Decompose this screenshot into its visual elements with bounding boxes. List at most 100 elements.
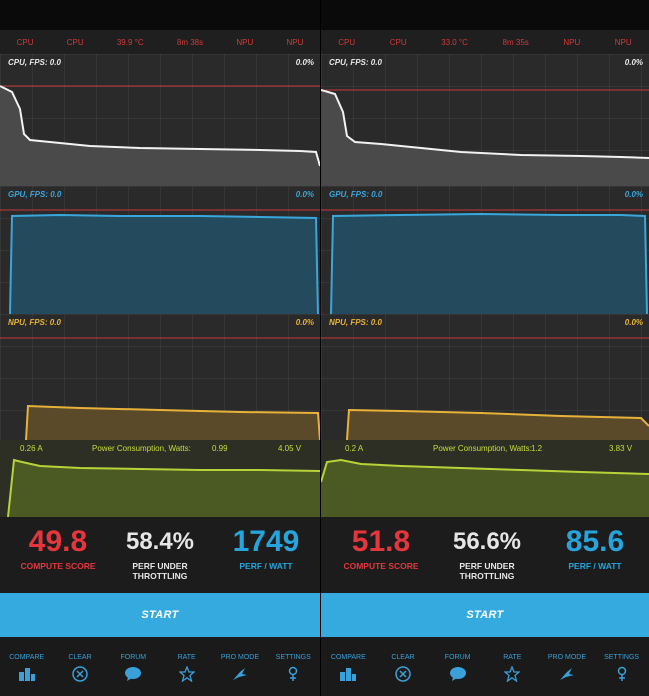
nav-forum-label: FORUM: [120, 654, 147, 661]
perf-per-watt: 85.6 PERF / WATT: [543, 525, 647, 571]
cpu-percent: 0.0%: [624, 58, 643, 67]
rate-icon: [178, 666, 195, 682]
perf-throttling: 58.4% PERF UNDER THROTTLING: [112, 525, 208, 581]
gpu-graph: GPU, FPS: 0.0 0.0%: [321, 186, 649, 314]
left-benchmark-screen: CPU CPU 39.9 °C 8m 38s NPU NPU CPU, FPS:…: [0, 0, 320, 696]
rate-icon: [504, 666, 521, 682]
power-current: 0.2 A: [345, 444, 364, 453]
nav-clear-label: CLEAR: [391, 654, 415, 661]
nav-clear[interactable]: CLEAR: [54, 637, 106, 696]
compute-score: 51.8 COMPUTE SCORE: [329, 525, 433, 571]
nav-pro-mode-label: PRO MODE: [220, 654, 260, 661]
npu-graph: NPU, FPS: 0.0 0.0%: [0, 314, 320, 440]
pro-mode-icon: [559, 668, 574, 680]
perf-per-watt-value: 1749: [232, 525, 300, 558]
gpu-fps-label: GPU, FPS: 0.0: [329, 190, 383, 199]
nav-forum-label: FORUM: [444, 654, 471, 661]
nav-clear-label: CLEAR: [68, 654, 92, 661]
score-panel: 51.8 COMPUTE SCORE 56.6% PERF UNDER THRO…: [321, 517, 649, 593]
npu-indicator: NPU: [286, 37, 304, 47]
nav-rate-label: RATE: [503, 654, 522, 661]
npu-graph: NPU, FPS: 0.0 0.0%: [321, 314, 649, 440]
gpu-percent: 0.0%: [295, 190, 314, 199]
cpu-indicator: CPU: [66, 37, 84, 47]
npu-graph-plot: [321, 337, 649, 440]
perf-throttling-label-2: THROTTLING: [132, 571, 188, 581]
perf-throttling-label-1: PERF UNDER: [132, 561, 188, 571]
clear-icon: [72, 666, 88, 682]
perf-throttling: 56.6% PERF UNDER THROTTLING: [439, 525, 535, 581]
settings-icon: [617, 666, 626, 681]
nav-compare[interactable]: COMPARE: [322, 637, 374, 696]
compute-score-value: 51.8: [351, 525, 411, 558]
compute-score-value: 49.8: [28, 525, 88, 558]
nav-compare[interactable]: COMPARE: [1, 637, 53, 696]
gpu-graph: GPU, FPS: 0.0 0.0%: [0, 186, 320, 314]
cpu-indicator: CPU: [16, 37, 34, 47]
power-graph: 0.2 A Power Consumption, Watts: 1.2 3.83…: [321, 440, 649, 517]
gpu-graph-plot: [321, 209, 649, 314]
elapsed-time: 8m 35s: [502, 37, 529, 47]
nav-clear[interactable]: CLEAR: [377, 637, 429, 696]
compare-icon: [18, 668, 35, 681]
clear-icon: [395, 666, 411, 682]
start-button[interactable]: START: [0, 593, 320, 637]
nav-rate-label: RATE: [177, 654, 196, 661]
nav-settings-label: SETTINGS: [604, 654, 640, 661]
npu-indicator: NPU: [563, 37, 581, 47]
forum-icon: [449, 667, 466, 681]
perf-per-watt: 1749 PERF / WATT: [214, 525, 318, 571]
bottom-nav: COMPARE CLEAR FORUM RATE PRO MODE SETTIN…: [0, 637, 320, 696]
npu-indicator: NPU: [614, 37, 632, 47]
top-info-bar: CPU CPU 33.0 °C 8m 35s NPU NPU: [321, 30, 649, 54]
npu-fps-label: NPU, FPS: 0.0: [8, 318, 61, 327]
top-info-bar: CPU CPU 39.9 °C 8m 38s NPU NPU: [0, 30, 320, 54]
power-current: 0.26 A: [20, 444, 43, 453]
cpu-fps-label: CPU, FPS: 0.0: [8, 58, 61, 67]
nav-pro-mode[interactable]: PRO MODE: [541, 637, 593, 696]
gpu-fps-label: GPU, FPS: 0.0: [8, 190, 62, 199]
nav-settings-label: SETTINGS: [275, 654, 311, 661]
npu-indicator: NPU: [236, 37, 254, 47]
perf-per-watt-label: PERF / WATT: [568, 561, 622, 571]
power-graph-plot: [321, 458, 649, 517]
perf-throttling-label-1: PERF UNDER: [459, 561, 515, 571]
compute-score: 49.8 COMPUTE SCORE: [8, 525, 108, 571]
nav-pro-mode[interactable]: PRO MODE: [214, 637, 266, 696]
compare-icon: [340, 668, 357, 681]
temperature-readout: 33.0 °C: [441, 37, 468, 47]
nav-rate[interactable]: RATE: [161, 637, 213, 696]
nav-settings[interactable]: SETTINGS: [596, 637, 648, 696]
gpu-graph-plot: [0, 209, 320, 314]
power-voltage: 3.83 V: [609, 444, 633, 453]
cpu-indicator: CPU: [389, 37, 407, 47]
nav-rate[interactable]: RATE: [486, 637, 538, 696]
forum-icon: [125, 667, 142, 681]
npu-percent: 0.0%: [295, 318, 314, 327]
perf-per-watt-value: 85.6: [565, 525, 625, 558]
cpu-graph-plot: [0, 85, 320, 186]
right-benchmark-screen: CPU CPU 33.0 °C 8m 35s NPU NPU CPU, FPS:…: [321, 0, 649, 696]
cpu-graph-plot: [321, 89, 649, 186]
nav-settings[interactable]: SETTINGS: [267, 637, 319, 696]
nav-forum[interactable]: FORUM: [107, 637, 159, 696]
power-title: Power Consumption, Watts:: [92, 444, 191, 453]
pro-mode-icon: [232, 668, 247, 680]
perf-throttling-value: 56.6%: [452, 528, 522, 555]
cpu-fps-label: CPU, FPS: 0.0: [329, 58, 382, 67]
status-bar: [0, 0, 320, 30]
start-button[interactable]: START: [321, 593, 649, 637]
bottom-nav: COMPARE CLEAR FORUM RATE PRO MODE SETTIN…: [321, 637, 649, 696]
perf-throttling-label-2: THROTTLING: [459, 571, 515, 581]
npu-percent: 0.0%: [624, 318, 643, 327]
temperature-readout: 39.9 °C: [116, 37, 144, 47]
npu-graph-plot: [0, 337, 320, 440]
nav-pro-mode-label: PRO MODE: [547, 654, 587, 661]
power-watts: 0.99: [212, 444, 228, 453]
power-graph-plot: [7, 458, 320, 517]
score-panel: 49.8 COMPUTE SCORE 58.4% PERF UNDER THRO…: [0, 517, 320, 593]
npu-fps-label: NPU, FPS: 0.0: [329, 318, 382, 327]
nav-forum[interactable]: FORUM: [432, 637, 484, 696]
perf-per-watt-label: PERF / WATT: [239, 561, 293, 571]
compute-score-label: COMPUTE SCORE: [20, 561, 96, 571]
